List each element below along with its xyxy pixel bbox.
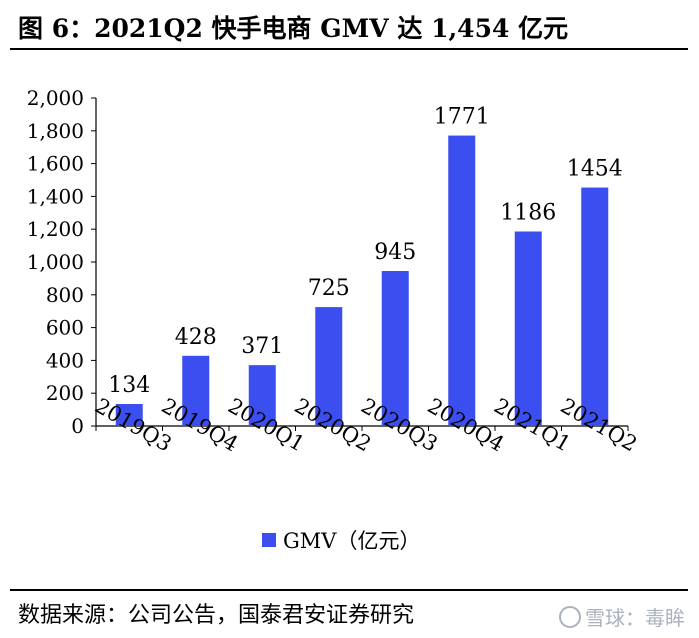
bar [248, 365, 276, 426]
footer-rule [10, 589, 688, 591]
xueqiu-logo-icon [559, 606, 581, 628]
y-tick-label: 2,000 [27, 86, 84, 110]
watermark-text: 雪球：毒眸 [585, 606, 685, 630]
chart-title: 图 6：2021Q2 快手电商 GMV 达 1,454 亿元 [18, 14, 569, 43]
bar [315, 307, 343, 426]
data-label: 134 [108, 373, 150, 398]
y-tick-label: 200 [46, 381, 84, 405]
bar [182, 355, 210, 426]
data-label: 428 [175, 325, 217, 350]
y-tick-label: 1,600 [27, 152, 84, 176]
bar [381, 271, 409, 426]
y-tick-label: 1,800 [27, 119, 84, 143]
y-tick-label: 1,000 [27, 250, 84, 274]
y-tick-label: 1,400 [27, 184, 84, 208]
bar [448, 135, 476, 426]
data-label: 1771 [434, 105, 490, 130]
y-tick-label: 1,200 [27, 217, 84, 241]
data-label: 1186 [500, 200, 556, 225]
gmv-bar-chart: 0 200 400 600 800 1,000 1,200 1,400 1,600 1,800 2,… [27, 86, 642, 553]
data-label: 945 [374, 240, 416, 265]
legend-swatch [262, 533, 276, 547]
y-tick-label: 600 [46, 316, 84, 340]
data-label: 371 [241, 334, 283, 359]
bar [115, 404, 143, 426]
data-label: 1454 [567, 157, 623, 182]
data-label: 725 [308, 276, 350, 301]
y-tick-label: 400 [46, 348, 84, 372]
watermark: 雪球：毒眸 [559, 602, 685, 631]
y-tick-label: 0 [71, 414, 84, 438]
title-rule [10, 48, 688, 50]
y-tick-label: 800 [46, 283, 84, 307]
source-note: 数据来源：公司公告，国泰君安证券研究 [18, 603, 415, 628]
bar [581, 187, 609, 426]
bar [514, 231, 542, 426]
legend-label: GMV（亿元） [283, 529, 420, 553]
